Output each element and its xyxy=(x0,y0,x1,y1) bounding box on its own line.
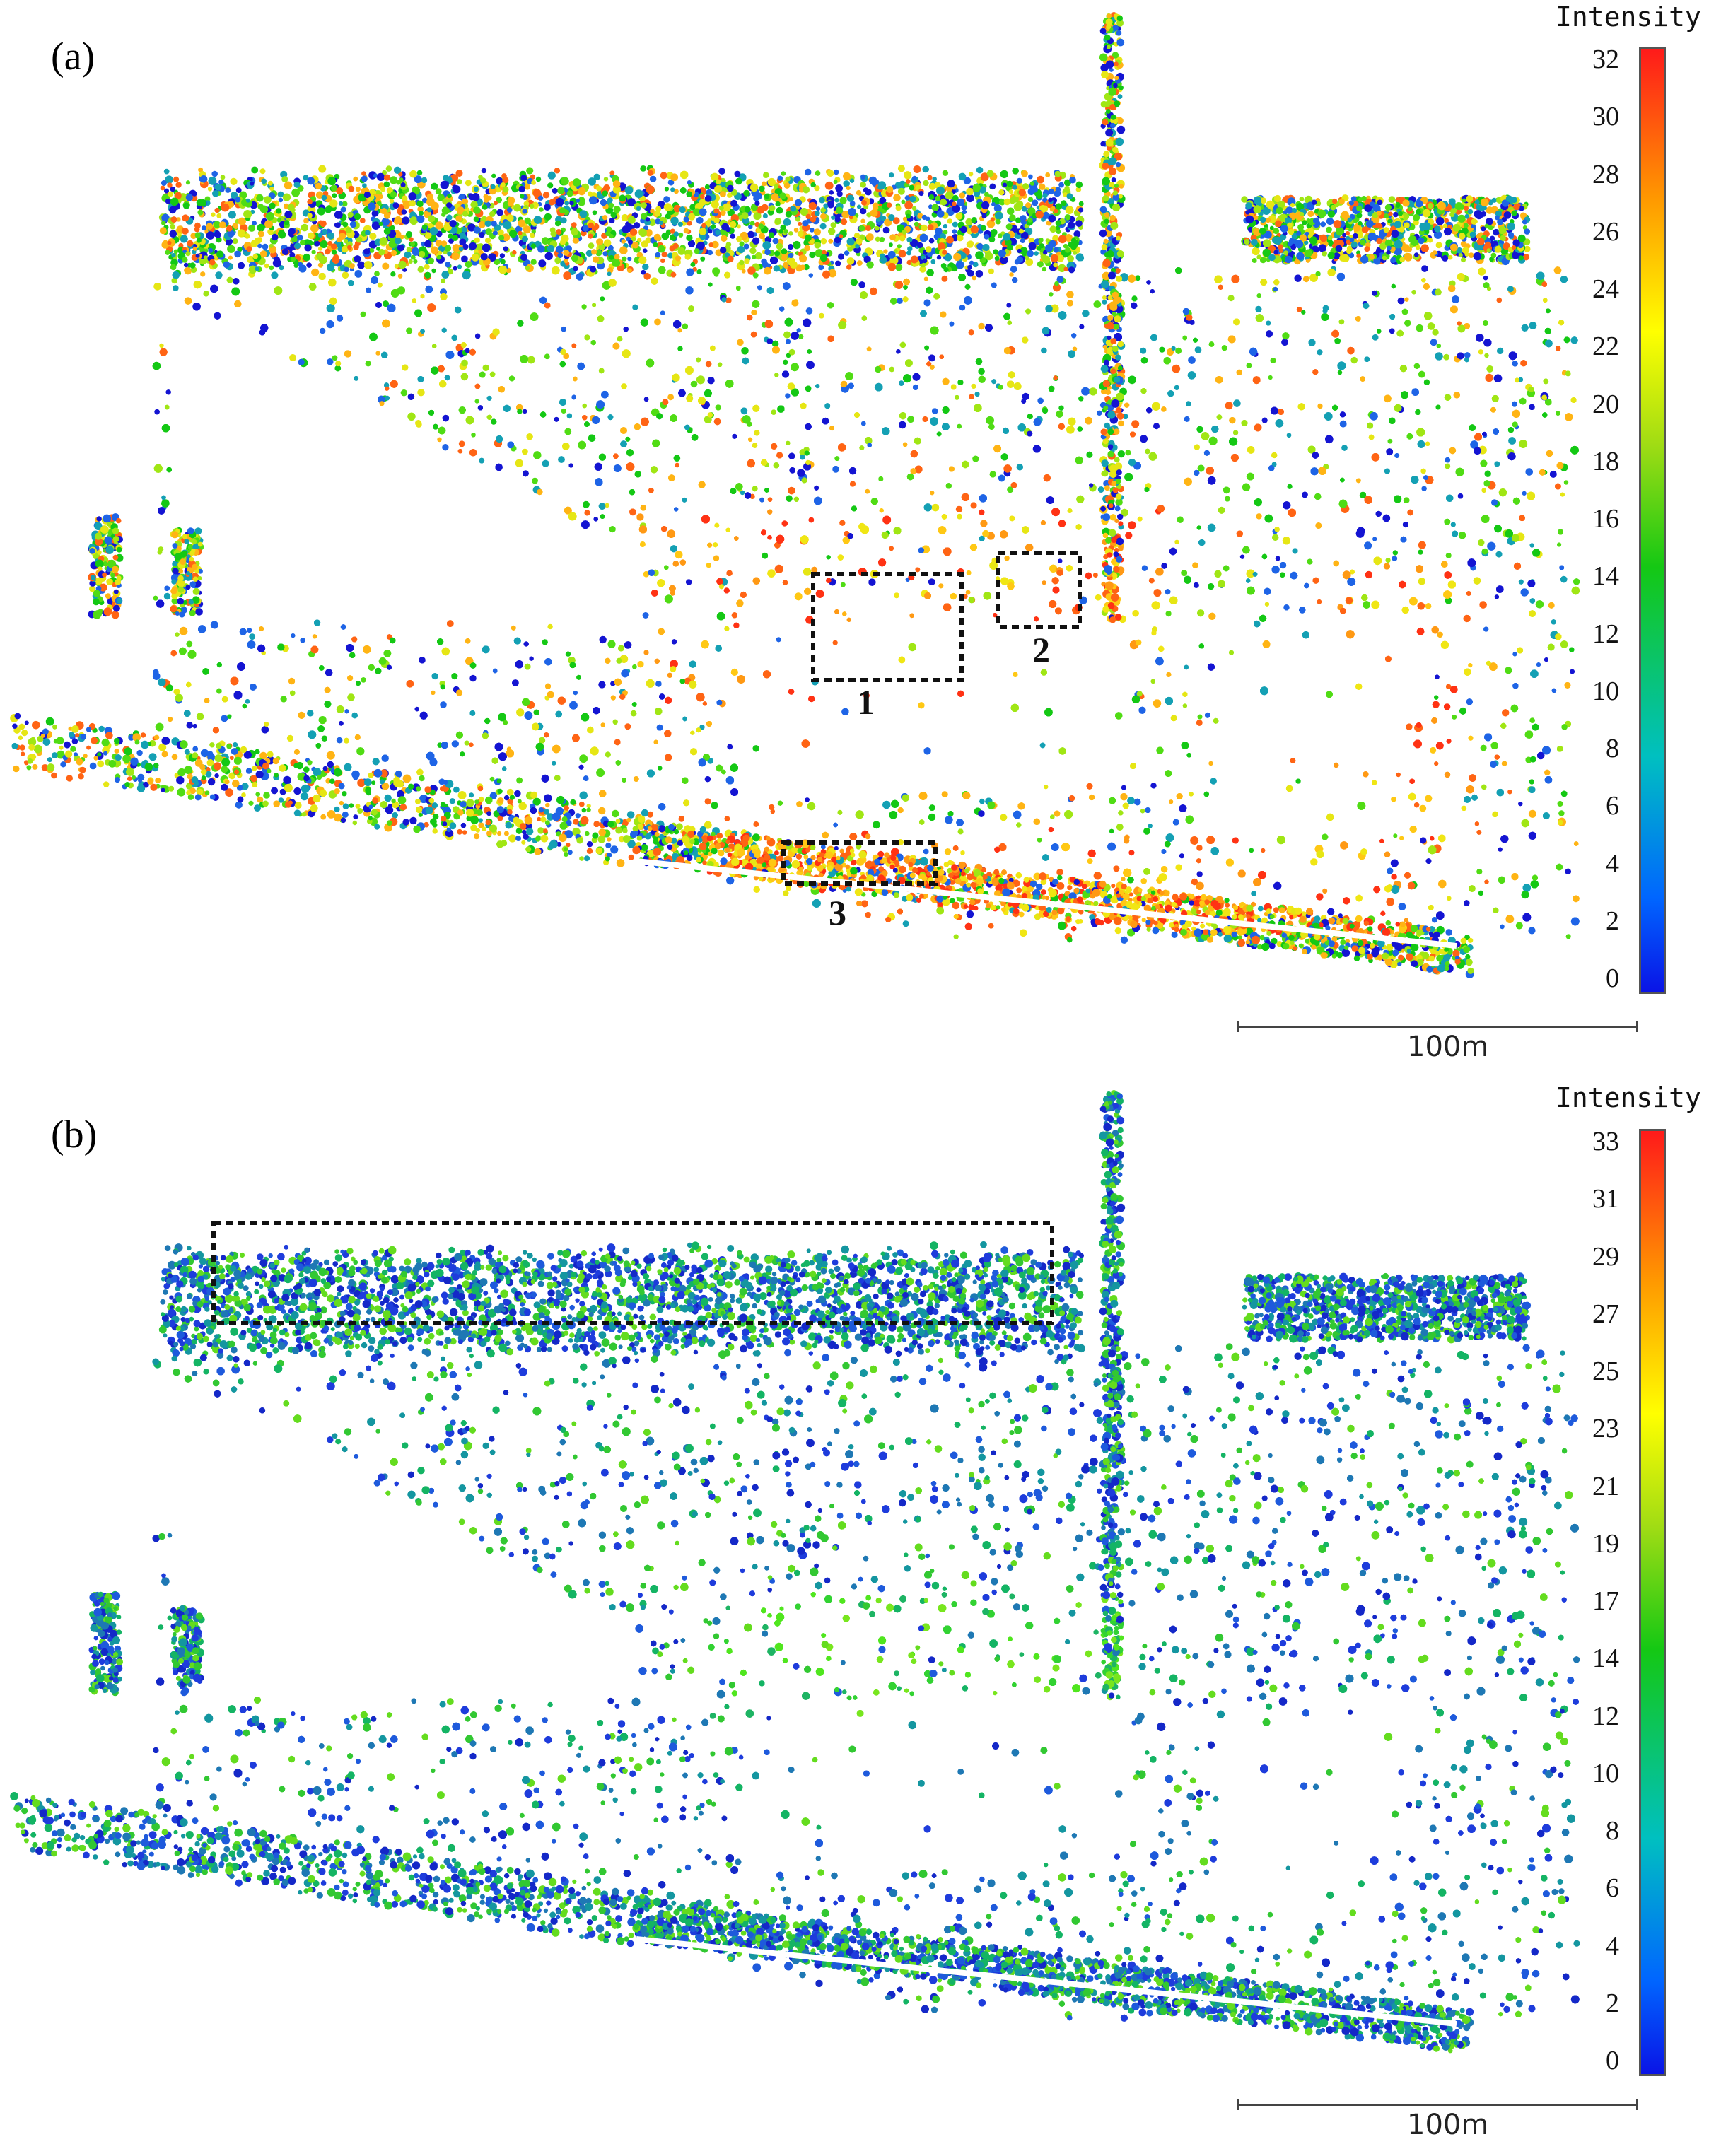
colorbar-tick-label: 10 xyxy=(1556,1758,1619,1789)
point-cloud-a xyxy=(10,12,1580,978)
colorbar-tick-label: 17 xyxy=(1556,1586,1619,1617)
colorbar-b xyxy=(1639,1129,1666,2076)
colorbar-tick-label: 22 xyxy=(1556,331,1619,362)
colorbar-tick-label: 25 xyxy=(1556,1356,1619,1387)
colorbar-b-title: Intensity xyxy=(1556,1082,1701,1113)
scale-bar-b-cap-left xyxy=(1237,2099,1239,2110)
colorbar-tick-label: 8 xyxy=(1556,733,1619,764)
colorbar-tick-label: 4 xyxy=(1556,848,1619,879)
colorbar-tick-label: 20 xyxy=(1556,389,1619,420)
scale-bar-a-line xyxy=(1237,1026,1637,1028)
colorbar-tick-label: 26 xyxy=(1556,216,1619,247)
colorbar-tick-label: 12 xyxy=(1556,1701,1619,1732)
scale-bar-b-line xyxy=(1237,2104,1637,2106)
colorbar-tick-label: 16 xyxy=(1556,503,1619,534)
colorbar-tick-label: 14 xyxy=(1556,1643,1619,1674)
colorbar-tick-label: 8 xyxy=(1556,1815,1619,1846)
colorbar-tick-label: 6 xyxy=(1556,1873,1619,1904)
colorbar-tick-label: 28 xyxy=(1556,159,1619,190)
colorbar-tick-label: 30 xyxy=(1556,101,1619,132)
road-line xyxy=(636,858,1457,949)
colorbar-tick-label: 23 xyxy=(1556,1413,1619,1444)
panel-b-label: (b) xyxy=(51,1112,97,1157)
box-label-2: 2 xyxy=(1032,629,1050,670)
colorbar-tick-label: 27 xyxy=(1556,1299,1619,1330)
dashed-box-3 xyxy=(781,840,938,886)
colorbar-tick-label: 2 xyxy=(1556,906,1619,937)
scale-bar-a-label: 100m xyxy=(1407,1031,1488,1063)
dashed-box-2 xyxy=(996,551,1082,629)
colorbar-tick-label: 2 xyxy=(1556,1988,1619,2019)
box-label-1: 1 xyxy=(857,681,875,722)
colorbar-a xyxy=(1639,47,1666,994)
colorbar-tick-label: 0 xyxy=(1556,963,1619,994)
panel-b: (b) Intensity 33 31 29 27 25 23 21 19 17 14 12 10 8 6… xyxy=(0,1078,1721,2156)
colorbar-tick-label: 18 xyxy=(1556,446,1619,477)
point-cloud-b xyxy=(10,1090,1580,2054)
colorbar-tick-label: 32 xyxy=(1556,44,1619,75)
dashed-box-hedge xyxy=(211,1221,1054,1325)
scale-bar-b-label: 100m xyxy=(1407,2109,1488,2141)
panel-a: (a) Intensity 32 30 28 26 24 22 20 18 16 14 12 10 8 6… xyxy=(10,1,1701,1063)
colorbar-tick-label: 31 xyxy=(1556,1183,1619,1214)
colorbar-tick-label: 0 xyxy=(1556,2045,1619,2076)
colorbar-tick-label: 19 xyxy=(1556,1528,1619,1559)
colorbar-tick-label: 4 xyxy=(1556,1931,1619,1962)
panel-a-label: (a) xyxy=(51,34,95,79)
colorbar-tick-label: 14 xyxy=(1556,561,1619,592)
colorbar-tick-label: 12 xyxy=(1556,619,1619,650)
box-label-3: 3 xyxy=(829,892,846,933)
colorbar-tick-label: 10 xyxy=(1556,676,1619,707)
scale-bar-b-cap-right xyxy=(1636,2099,1638,2110)
colorbar-tick-label: 24 xyxy=(1556,274,1619,305)
colorbar-a-title: Intensity xyxy=(1556,1,1701,33)
scale-bar-a-cap-left xyxy=(1237,1021,1239,1032)
colorbar-tick-label: 21 xyxy=(1556,1471,1619,1502)
scale-bar-a-cap-right xyxy=(1636,1021,1638,1032)
road-line xyxy=(636,1936,1457,2027)
colorbar-tick-label: 29 xyxy=(1556,1241,1619,1272)
colorbar-tick-label: 33 xyxy=(1556,1126,1619,1157)
dashed-box-1 xyxy=(811,572,964,682)
colorbar-tick-label: 6 xyxy=(1556,790,1619,821)
